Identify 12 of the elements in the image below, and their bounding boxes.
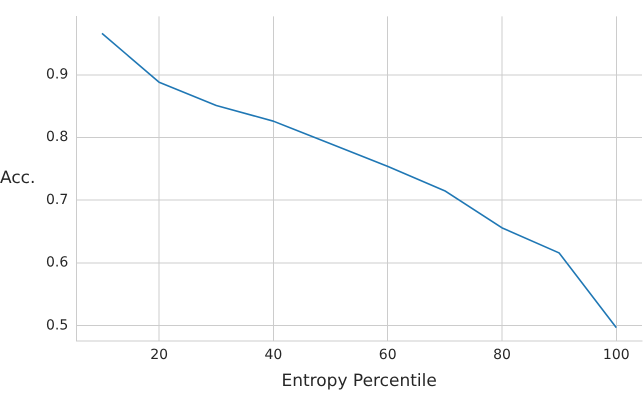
y-tick-label: 0.5 <box>46 317 68 334</box>
y-axis-title: Acc. <box>0 168 36 188</box>
x-tick-label: 80 <box>493 346 511 363</box>
y-tick-label: 0.7 <box>46 192 68 208</box>
x-axis-title: Entropy Percentile <box>281 371 437 392</box>
y-tick-label: 0.8 <box>46 129 68 146</box>
y-tick-label: 0.9 <box>46 66 68 82</box>
x-tick-label: 60 <box>378 346 397 363</box>
x-tick-label: 40 <box>264 346 282 363</box>
y-tick-label: 0.6 <box>46 254 68 271</box>
x-tick-label: 100 <box>602 346 630 363</box>
x-tick-label: 20 <box>150 346 168 363</box>
